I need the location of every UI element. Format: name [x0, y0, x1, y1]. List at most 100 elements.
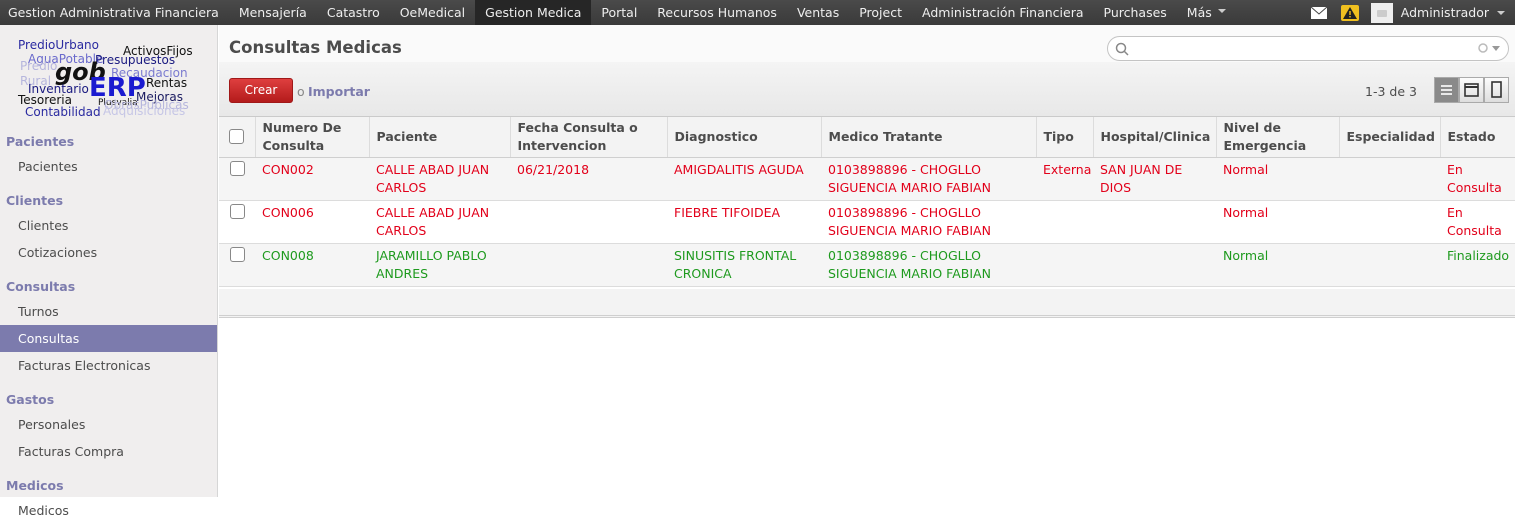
view-header: Consultas Medicas — [219, 25, 1515, 62]
nav-label[interactable]: Project — [859, 5, 902, 20]
logo-word: Tesoreria — [18, 93, 72, 107]
nav-label[interactable]: OeMedical — [399, 5, 466, 20]
menu-item[interactable]: Medicos — [18, 503, 69, 518]
logo-word: PredioUrbano — [18, 38, 100, 52]
nav-menu[interactable]: Catastro — [317, 0, 390, 25]
table-cell: JARAMILLO PABLO ANDRES — [369, 243, 510, 287]
nav-menu[interactable]: Mensajería — [229, 0, 317, 25]
checkbox[interactable] — [229, 129, 245, 145]
nav-label[interactable]: Purchases — [1103, 5, 1167, 20]
nav-menu[interactable]: Project — [849, 0, 912, 25]
logo-word: gob — [55, 58, 106, 86]
logo-word: ObrasPublicas — [104, 98, 189, 112]
column-header[interactable]: Numero De Consulta — [254, 117, 369, 158]
menu-item[interactable]: Consultas — [0, 325, 217, 352]
table-cell — [1093, 200, 1216, 244]
avatar[interactable] — [1370, 2, 1393, 23]
column-header[interactable]: Tipo — [1035, 117, 1093, 158]
menu-section: Consultas — [6, 279, 76, 294]
table-cell — [1036, 200, 1093, 244]
column-header[interactable]: Diagnostico — [666, 117, 821, 158]
list-table: Numero De Consulta Paciente Fecha Consulta… — [219, 117, 1515, 287]
menu-item[interactable]: Turnos — [18, 304, 59, 319]
nav-label[interactable]: Recursos Humanos — [657, 5, 777, 20]
menu-item[interactable]: Facturas Compra — [18, 444, 124, 459]
column-header[interactable]: Paciente — [368, 117, 510, 158]
menu-section: Pacientes — [6, 134, 75, 149]
table-cell: 0103898896 - CHOGLLO SIGUENCIA MARIO FAB… — [821, 200, 1036, 244]
table-row[interactable]: CON008 JARAMILLO PABLO ANDRES SINUSITIS FR… — [219, 243, 1515, 287]
column-header[interactable]: Estado — [1439, 117, 1515, 158]
form-view-button[interactable] — [1484, 77, 1509, 103]
header-row: Numero De Consulta Paciente Fecha Consulta… — [219, 117, 1515, 158]
search-box[interactable] — [1107, 36, 1509, 61]
column-header[interactable]: Medico Tratante — [820, 117, 1036, 158]
import-link[interactable]: Importar — [308, 84, 370, 99]
table-cell: CON006 — [255, 200, 369, 244]
nav-label[interactable]: Gestion Administrativa Financiera — [8, 5, 219, 20]
logo-word: ERP — [89, 73, 146, 103]
menu-section: Gastos — [6, 392, 55, 407]
nav-menu[interactable]: Purchases — [1094, 0, 1177, 25]
column-header[interactable]: Fecha Consulta o Intervencion — [509, 117, 667, 158]
table-row[interactable]: CON002 CALLE ABAD JUAN CARLOS 06/21/2018 AM… — [219, 157, 1515, 201]
user-menu[interactable]: Administrador — [1400, 5, 1506, 20]
table-cell: FIEBRE TIFOIDEA — [667, 200, 821, 244]
table-cell: Finalizado — [1440, 243, 1515, 287]
view-switcher — [1434, 77, 1509, 103]
pager: 1-3 de 3 — [1365, 84, 1417, 99]
checkbox[interactable] — [229, 160, 245, 176]
table-body: CON002 CALLE ABAD JUAN CARLOS 06/21/2018 AM… — [219, 157, 1515, 287]
nav-menu[interactable]: Recursos Humanos — [647, 0, 787, 25]
table-cell — [510, 200, 667, 244]
menu-item[interactable]: Cotizaciones — [18, 245, 98, 260]
warning-icon[interactable] — [1340, 4, 1359, 21]
nav-menu[interactable]: Gestion Medica — [475, 0, 592, 25]
table-cell: CON008 — [255, 243, 369, 287]
calendar-view-button[interactable] — [1459, 77, 1484, 103]
column-header[interactable]: Hospital/Clinica — [1092, 117, 1216, 158]
checkbox[interactable] — [229, 246, 245, 262]
column-header[interactable]: Nivel de Emergencia — [1215, 117, 1339, 158]
menu-item[interactable]: Personales — [18, 417, 86, 432]
table-cell: 0103898896 - CHOGLLO SIGUENCIA MARIO FAB… — [821, 157, 1036, 201]
nav-menu[interactable]: Administración Financiera — [912, 0, 1094, 25]
table-row[interactable]: CON006 CALLE ABAD JUAN CARLOS FIEBRE TIFOI… — [219, 200, 1515, 244]
nav-label[interactable]: Administración Financiera — [922, 5, 1084, 20]
select-all — [219, 117, 255, 158]
table-cell — [1036, 243, 1093, 287]
table-cell: SINUSITIS FRONTAL CRONICA — [667, 243, 821, 287]
create-button[interactable]: Crear — [229, 78, 293, 103]
nav-menu[interactable]: OeMedical — [390, 0, 475, 25]
nav-label[interactable]: Ventas — [796, 5, 840, 20]
nav-menu[interactable]: Gestion Administrativa Financiera — [0, 0, 229, 25]
nav-menu[interactable]: Más — [1177, 0, 1236, 25]
table-cell: En Consulta — [1440, 157, 1515, 201]
nav-label[interactable]: Mensajería — [238, 5, 307, 20]
nav-label[interactable]: Más — [1186, 5, 1212, 20]
table-cell: Normal — [1216, 243, 1339, 287]
nav-menu[interactable]: Ventas — [787, 0, 849, 25]
mail-icon[interactable] — [1310, 6, 1327, 19]
table-cell: AMIGDALITIS AGUDA — [667, 157, 821, 201]
sidebar-menu: Pacientes Pacientes Clientes Clientes Cotiza… — [0, 121, 217, 524]
table-cell: CON002 — [255, 157, 369, 201]
menu-item[interactable]: Clientes — [18, 218, 69, 233]
table-cell: Normal — [1216, 157, 1339, 201]
table-cell: 0103898896 - CHOGLLO SIGUENCIA MARIO FAB… — [821, 243, 1036, 287]
logo-word: Plusvalia — [98, 98, 138, 108]
button-bar: Crear o Importar 1-3 de 3 — [219, 62, 1515, 117]
nav-menu[interactable]: Portal — [591, 0, 647, 25]
table-cell: SAN JUAN DE DIOS — [1093, 157, 1216, 201]
checkbox[interactable] — [229, 203, 245, 219]
menu-item[interactable]: Pacientes — [18, 159, 78, 174]
nav-label[interactable]: Gestion Medica — [485, 5, 582, 20]
nav-label[interactable]: Portal — [601, 5, 638, 20]
list-view-button[interactable] — [1434, 77, 1459, 103]
column-header[interactable]: Especialidad — [1338, 117, 1440, 158]
logo-word: Inventario — [28, 82, 89, 96]
menu-item[interactable]: Facturas Electronicas — [18, 358, 151, 373]
table-cell — [1339, 243, 1440, 287]
nav-label[interactable]: Catastro — [326, 5, 380, 20]
